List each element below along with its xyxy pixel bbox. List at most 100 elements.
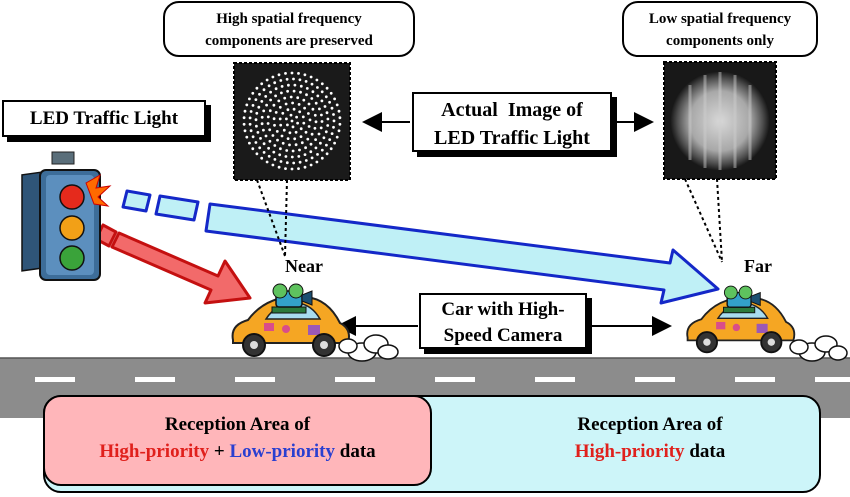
far-image-panel [663,61,777,180]
led-dot [248,122,252,126]
far-callout-bubble: Low spatial frequency components only [622,1,818,57]
led-dot [265,78,269,82]
led-dot [297,155,301,158]
led-dot [268,139,272,143]
led-dot [320,148,324,152]
led-dot [280,134,284,138]
far-label: Far [744,256,772,276]
led-dot [269,98,272,102]
led-dot [319,126,323,130]
led-dot [314,146,318,150]
led-dot [338,122,342,126]
callout-connectors [256,178,723,263]
road-lane-markings [35,377,850,382]
led-traffic-light-label: LED Traffic Light [2,100,206,137]
reception-near-low: Low-priority [229,441,335,462]
led-dot [267,154,271,158]
led-dot [305,93,308,97]
led-dot [309,142,313,146]
led-dot [306,137,310,141]
led-dot [303,106,306,110]
reception-near-text: Reception Area of High-priority + Low-pr… [45,411,430,465]
led-dot [267,84,271,88]
led-dot [290,167,294,171]
led-dot [281,111,285,115]
led-dot [291,125,295,129]
led-dot [299,135,303,139]
led-dot [295,115,298,119]
car-camera-line-1: Car with High- [441,299,565,320]
led-dot [272,150,276,154]
led-dot [254,141,258,144]
traffic-light-icon [21,151,112,281]
led-dot [280,91,283,95]
led-dot [284,102,288,106]
led-dot [303,73,307,77]
led-dot [281,141,285,145]
led-dot [248,116,252,120]
led-dot [264,95,268,98]
led-dot [302,98,306,102]
led-dot [262,88,266,92]
led-dot [284,72,287,75]
red-beam-arrow [94,223,252,305]
led-dot [254,118,258,122]
led-dot [260,122,264,126]
led-dot [273,81,277,85]
led-dot [279,79,283,82]
led-dot [305,87,309,90]
led-dot [271,75,275,79]
led-dot [332,113,335,116]
led-dot [276,138,279,142]
reception-near-data: data [335,441,376,462]
led-dot [271,134,275,137]
far-car-exhaust-cloud [789,335,848,362]
led-dot [337,109,341,113]
led-dot [260,100,264,103]
led-dot [274,94,277,98]
led-dot [297,167,300,171]
led-dot [310,82,314,86]
led-dot [298,160,302,164]
led-dot [291,149,295,153]
led-dot [299,127,303,131]
led-dot [293,83,297,87]
led-dot [255,124,258,128]
led-dot [320,90,324,94]
led-dot [335,135,339,139]
reception-far-high: High-priority [574,441,685,462]
actual-image-label: Actual Image of LED Traffic Light [412,92,612,152]
led-dot [320,120,324,123]
led-dot [300,141,304,145]
led-dot [332,119,336,123]
led-dot [277,165,281,169]
reception-near-line: High-priority + Low-priority data [45,438,430,465]
led-dot [286,123,289,127]
led-dot [264,134,268,138]
led-dot [304,130,308,134]
reception-near-high: High-priority [99,441,210,462]
led-dot [290,119,294,123]
led-dot [303,153,307,157]
led-dot [325,152,329,156]
led-dot [274,111,278,114]
led-dot [245,135,249,139]
led-dot-pattern [242,71,342,171]
led-dot [324,95,328,99]
reception-far-data: data [684,441,726,462]
led-dot [294,143,298,147]
near-car-exhaust-cloud [338,334,399,362]
led-dot [298,78,302,82]
led-dot [292,89,296,93]
led-dot [260,156,264,160]
near-callout-bubble: High spatial frequency components are pr… [163,1,415,57]
reception-far-line: High-priority data [520,438,780,465]
led-dot [309,163,313,167]
near-callout-line-2: components are preserved [205,33,373,49]
led-dot [313,126,317,130]
led-dot [274,87,278,91]
led-dot [251,135,255,139]
led-dot [311,107,315,111]
led-dot [318,107,321,111]
led-dot [326,117,330,121]
